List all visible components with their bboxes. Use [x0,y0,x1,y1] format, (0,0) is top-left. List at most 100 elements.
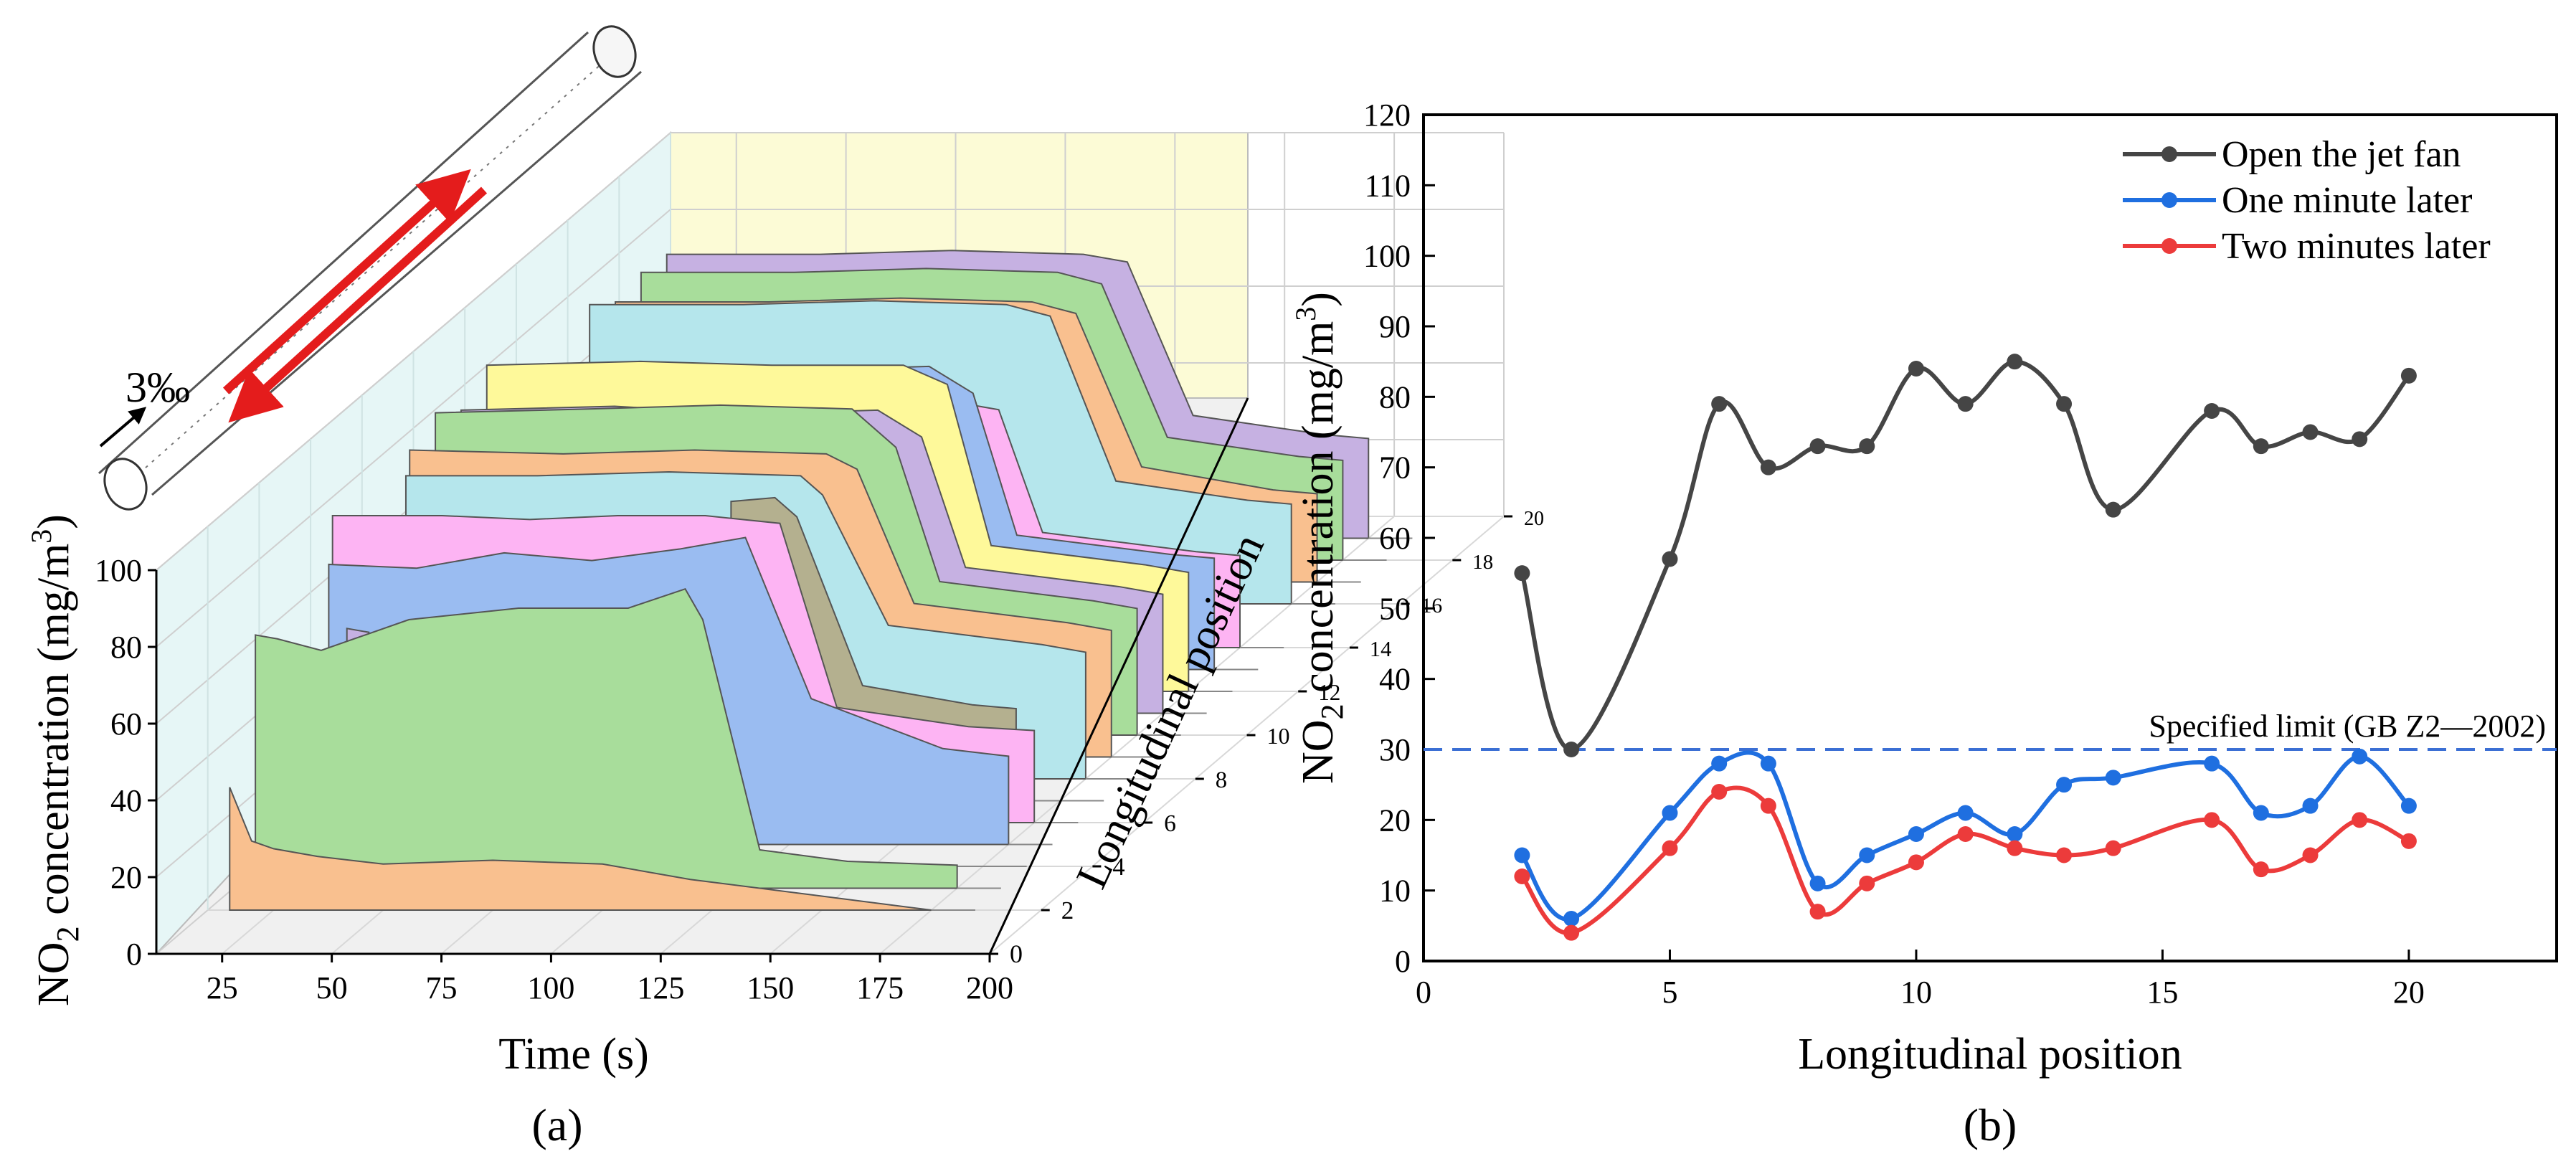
z-tick-label: 10 [1267,723,1290,749]
data-point [1809,904,1826,920]
y-tick-label: 90 [1379,309,1411,344]
airflow-arrow-down [228,186,488,423]
y-tick-label: 20 [1379,803,1411,838]
y-tick-label: 0 [126,937,142,972]
area-position-2 [229,787,932,911]
y-tick-label: 120 [1363,98,1411,133]
data-point [2302,847,2319,863]
data-point [2302,424,2319,440]
legend-entry: Open the jet fan [2222,134,2461,175]
y-label-subscript: 2 [50,926,85,942]
slope-label: 3‰ [126,364,190,411]
data-point [2204,755,2220,772]
data-point [1711,784,1728,800]
data-point [2056,396,2073,412]
y-tick-label: 70 [1379,450,1411,486]
series-areas [229,250,1413,911]
data-point [1957,826,1974,842]
z-tick-label: 8 [1216,767,1227,793]
data-point [2105,840,2121,856]
y-ticks: 0 10 20 30 40 50 60 70 80 90 100 110 120 [1363,98,1435,979]
reference-line: Specified limit (GB Z2—2002) [1424,709,2557,751]
panel-label-a: (a) [531,1099,582,1150]
data-point [2105,501,2121,518]
z-tick-label: 2 [1061,896,1074,924]
x-tick-label: 200 [966,970,1013,1005]
legend-marker [2161,192,2177,208]
tunnel-diagram: 3‰ [98,25,642,511]
x-tick-label: 20 [2393,975,2425,1010]
data-point [1662,840,1678,856]
data-point [1859,438,1875,455]
z-axis-line [988,397,1249,955]
z-tick-label: 6 [1164,810,1176,837]
data-point [2253,861,2269,878]
data-point [1859,847,1875,863]
y-tick-label: 20 [110,860,142,895]
data-point [1514,565,1530,582]
x-ticks: 0 5 10 15 20 [1416,950,2425,1010]
series-line [1520,359,2411,752]
data-point [1711,755,1728,772]
x-axis-label: Time (s) [498,1030,649,1079]
data-point [1809,875,1826,891]
legend-entry: Two minutes later [2222,226,2491,267]
data-point [2400,367,2417,384]
x-tick-label: 100 [527,970,574,1005]
x-axis-label: Longitudinal position [1798,1030,2182,1079]
data-point [1514,847,1530,863]
data-point [2007,840,2023,856]
data-point [2204,403,2220,419]
data-point [2105,770,2121,786]
legend-marker [2161,146,2177,162]
y-tick-label: 80 [110,630,142,665]
z-tick-label: 14 [1370,637,1391,661]
data-point [2056,847,2073,863]
x-tick-label: 50 [316,970,348,1005]
series-one-minute-later [1514,748,2417,927]
data-point [2400,798,2417,814]
data-point [2352,748,2368,765]
y-tick-label: 60 [1379,521,1411,556]
data-point [2253,805,2269,821]
data-point [1711,396,1728,412]
data-point [1908,854,1924,871]
y-tick-label: 100 [95,553,142,588]
y-tick-label: 10 [1379,874,1411,909]
data-point [1563,911,1580,927]
y-tick-label: 80 [1379,379,1411,415]
y-axis-label: NO2 concentration (mg/m3) [25,514,85,1006]
data-point [1908,826,1924,842]
y-label-superscript: 3 [25,529,57,544]
x-tick-label: 125 [637,970,684,1005]
x-tick-label: 5 [1662,975,1677,1010]
series-lines [1514,354,2417,941]
data-point [1760,798,1776,814]
data-point [2352,812,2368,828]
data-point [1662,551,1678,567]
data-point [1563,742,1580,757]
y-tick-label: 30 [1379,732,1411,767]
data-point [1809,438,1826,455]
y-tick-label: 60 [110,706,142,742]
y-tick-label: 40 [1379,662,1411,697]
area-position-3 [255,587,958,889]
z-tick-label: 20 [1524,508,1544,530]
x-tick-label: 150 [747,970,794,1005]
airflow-arrow-up [222,169,471,394]
data-point [1760,755,1776,772]
y-tick-label: 100 [1363,239,1411,274]
y-tick-label: 0 [1395,944,1411,979]
data-point [2007,826,2023,842]
z-tick-label: 4 [1112,853,1124,881]
x-tick-label: 0 [1416,975,1431,1010]
data-point [1908,361,1924,377]
legend-marker [2161,238,2177,254]
z-tick-label: 12 [1318,680,1340,705]
data-point [2400,833,2417,849]
z-tick-label: 18 [1472,551,1493,574]
y-ticks: 0 20 40 60 80 100 [95,553,156,972]
